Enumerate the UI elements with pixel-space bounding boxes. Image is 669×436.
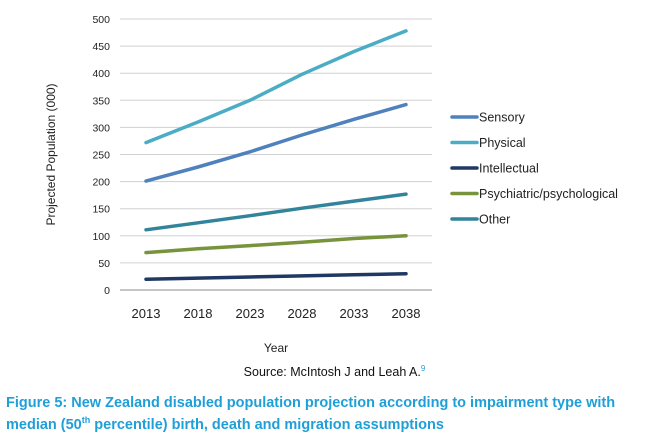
series-line-physical xyxy=(144,29,408,145)
y-tick-label: 100 xyxy=(92,231,110,243)
series-line-sensory xyxy=(144,102,408,183)
y-tick-label: 0 xyxy=(104,285,110,297)
y-tick-label: 150 xyxy=(92,204,110,216)
legend-label: Physical xyxy=(479,136,526,150)
caption-sup: th xyxy=(81,415,91,425)
y-tick-label: 350 xyxy=(92,95,110,107)
legend-label: Intellectual xyxy=(479,162,539,176)
y-tick-label: 500 xyxy=(92,14,110,26)
y-tick-label: 450 xyxy=(92,41,110,53)
y-tick-label: 250 xyxy=(92,150,110,162)
source-ref: 9 xyxy=(420,364,426,373)
y-tick-label: 50 xyxy=(98,258,110,270)
y-axis-label: Projected Population (000) xyxy=(44,83,58,225)
source-note: Source: McIntosh J and Leah A.9 xyxy=(0,364,669,379)
caption-suffix: percentile) birth, death and migration a… xyxy=(90,416,444,433)
series-line-intellectual xyxy=(144,271,408,281)
x-tick-label: 2038 xyxy=(392,306,421,321)
legend-label: Other xyxy=(479,213,510,227)
legend-label: Psychiatric/psychological xyxy=(479,187,618,201)
x-tick-label: 2033 xyxy=(340,306,369,321)
source-text: Source: McIntosh J and Leah A. xyxy=(243,365,421,380)
x-tick-label: 2013 xyxy=(132,306,161,321)
series-line-other xyxy=(144,192,408,232)
y-tick-label: 400 xyxy=(92,68,110,80)
caption-prefix: Figure 5: New Zealand disabled populatio… xyxy=(6,395,616,433)
legend-label: Sensory xyxy=(479,111,526,125)
line-chart: 0 50 100 150 200 250 300 350 400 450 500 2013 2018 20… xyxy=(44,14,618,355)
x-tick-label: 2023 xyxy=(236,306,265,321)
x-tick-label: 2018 xyxy=(184,306,213,321)
series-line-psychiatric-psychological xyxy=(144,234,408,255)
figure-caption: Figure 5: New Zealand disabled populatio… xyxy=(6,395,666,434)
y-tick-label: 200 xyxy=(92,177,110,189)
x-axis-label: Year xyxy=(264,341,288,355)
x-tick-label: 2028 xyxy=(288,306,317,321)
y-tick-label: 300 xyxy=(92,122,110,134)
